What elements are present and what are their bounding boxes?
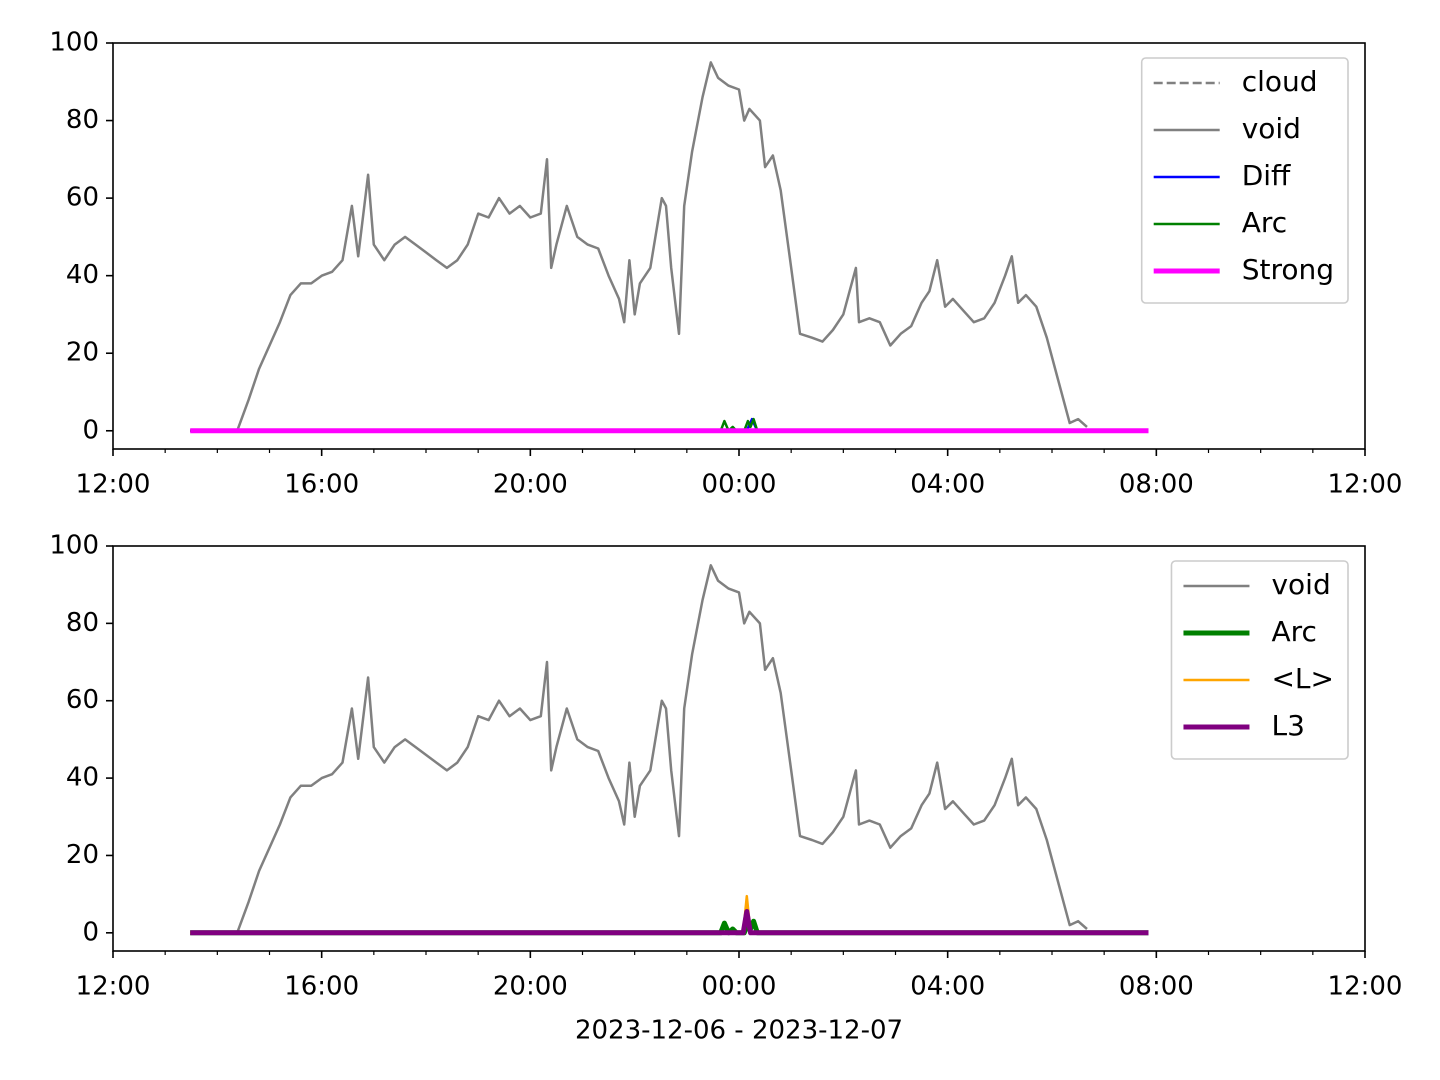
legend-label: void — [1242, 112, 1301, 145]
x-tick-label: 00:00 — [702, 972, 777, 1002]
y-tick-label: 20 — [66, 840, 99, 870]
y-tick-label: 20 — [66, 338, 99, 368]
x-tick-label: 04:00 — [910, 470, 985, 500]
x-tick-label: 04:00 — [910, 972, 985, 1002]
legend-label: Arc — [1271, 615, 1316, 648]
series-line — [190, 894, 1149, 935]
plot-area — [190, 564, 1149, 936]
legend-frame — [1170, 560, 1349, 760]
series-line — [190, 909, 1149, 936]
y-tick-label: 80 — [66, 105, 99, 135]
y-tick-label: 40 — [66, 260, 99, 290]
legend-label: Strong — [1242, 253, 1334, 286]
y-tick-label: 100 — [49, 28, 99, 58]
x-tick-label: 08:00 — [1119, 470, 1194, 500]
y-tick-label: 40 — [66, 763, 99, 793]
legend-label: cloud — [1242, 65, 1318, 98]
x-tick-label: 12:00 — [76, 470, 151, 500]
x-tick-label: 00:00 — [702, 470, 777, 500]
legend: cloud void Diff Arc Strong — [1140, 57, 1349, 304]
legend-label: Arc — [1242, 206, 1287, 239]
x-tick-label: 12:00 — [1328, 470, 1403, 500]
x-tick-label: 16:00 — [284, 972, 359, 1002]
y-tick-label: 0 — [82, 917, 99, 947]
subplot: 0 20 40 60 80 100 12:00 16:00 20:00 00:00 04:00 08:… — [49, 28, 1402, 500]
x-axis-label: 2023-12-06 - 2023-12-07 — [575, 1016, 903, 1046]
x-tick-label: 08:00 — [1119, 972, 1194, 1002]
legend-label: <L> — [1271, 662, 1334, 695]
x-tick-label: 12:00 — [1328, 972, 1403, 1002]
series-line — [190, 61, 1088, 433]
x-tick-label: 20:00 — [493, 470, 568, 500]
legend-label: void — [1271, 568, 1330, 601]
plot-area — [190, 61, 1149, 434]
legend-label: L3 — [1271, 709, 1304, 742]
series-line — [190, 564, 1088, 935]
y-tick-label: 60 — [66, 685, 99, 715]
legend-frame — [1140, 57, 1349, 304]
y-tick-label: 60 — [66, 183, 99, 213]
subplot: 0 20 40 60 80 100 12:00 16:00 20:00 00:00 04:00 08:… — [49, 531, 1402, 1046]
x-tick-label: 12:00 — [76, 972, 151, 1002]
y-tick-label: 0 — [82, 415, 99, 445]
y-tick-label: 80 — [66, 608, 99, 638]
x-tick-label: 16:00 — [284, 470, 359, 500]
x-tick-label: 20:00 — [493, 972, 568, 1002]
legend-label: Diff — [1242, 159, 1291, 192]
legend: void Arc <L> L3 — [1170, 560, 1349, 760]
y-tick-label: 100 — [49, 531, 99, 561]
